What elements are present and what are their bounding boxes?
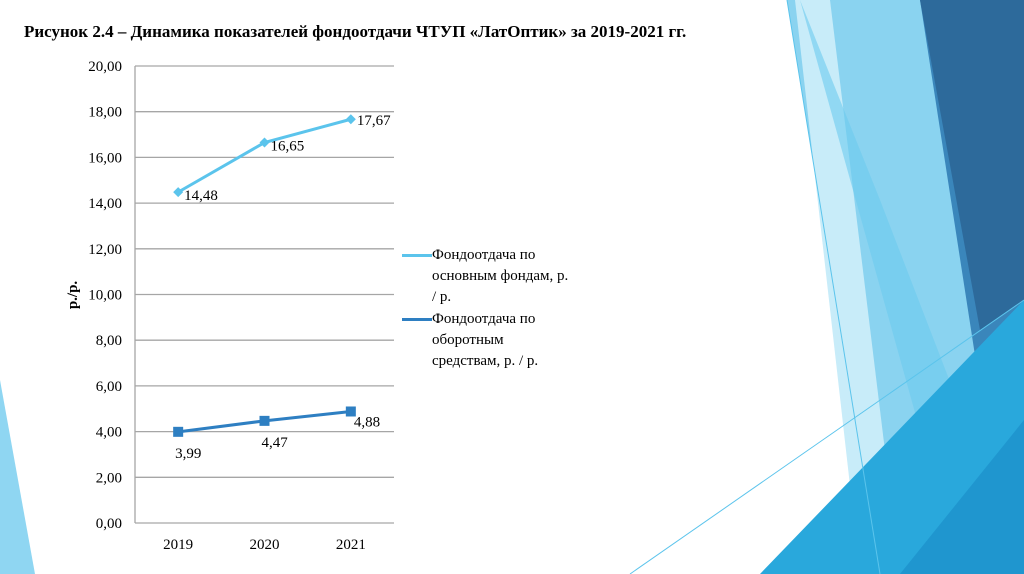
data-label: 4,88 [354, 414, 380, 430]
data-point-diamond [173, 187, 184, 198]
legend-label-line: основным фондам, р. [432, 268, 569, 284]
y-tick-label: 20,00 [88, 59, 122, 75]
y-tick-label: 18,00 [88, 105, 122, 121]
y-tick-label: 12,00 [88, 242, 122, 258]
legend-marker-diamond-icon [402, 254, 432, 257]
legend-label-line: / р. [432, 289, 452, 305]
data-label: 16,65 [271, 139, 305, 155]
legend-item-fixed-assets: Фондоотдача по основным фондам, р. / р. [402, 245, 598, 308]
legend-label-line: Фондоотдача по [432, 247, 536, 263]
legend-item-working-capital: Фондоотдача по оборотным средствам, р. /… [402, 309, 598, 372]
series-line [177, 117, 352, 194]
y-tick-label: 4,00 [96, 425, 122, 441]
legend-label-line: Фондоотдача по [432, 311, 536, 327]
data-point-square [345, 406, 356, 417]
x-tick-label: 2021 [336, 537, 366, 553]
legend-marker-square-icon [402, 318, 432, 321]
y-tick-label: 10,00 [88, 288, 122, 304]
y-tick-label: 6,00 [96, 379, 122, 395]
y-tick-label: 8,00 [96, 333, 122, 349]
x-tick-label: 2019 [163, 537, 193, 553]
legend-label-line: оборотным [432, 332, 504, 348]
y-tick-label: 16,00 [88, 150, 122, 166]
data-point-diamond [345, 114, 356, 125]
data-label: 4,47 [262, 435, 289, 451]
legend-label-line: средствам, р. / р. [432, 353, 539, 369]
data-point-square [259, 415, 270, 426]
y-tick-label: 0,00 [96, 516, 122, 532]
x-tick-label: 2020 [250, 537, 280, 553]
data-label: 14,48 [184, 188, 218, 204]
y-tick-label: 2,00 [96, 470, 122, 486]
data-label: 3,99 [175, 446, 201, 462]
data-point-diamond [259, 137, 270, 148]
data-label: 17,67 [357, 113, 391, 129]
y-axis-label: р./р. [65, 281, 81, 310]
chart-title: Рисунок 2.4 – Динамика показателей фондо… [24, 22, 687, 41]
y-tick-label: 14,00 [88, 196, 122, 212]
data-point-square [173, 426, 184, 437]
